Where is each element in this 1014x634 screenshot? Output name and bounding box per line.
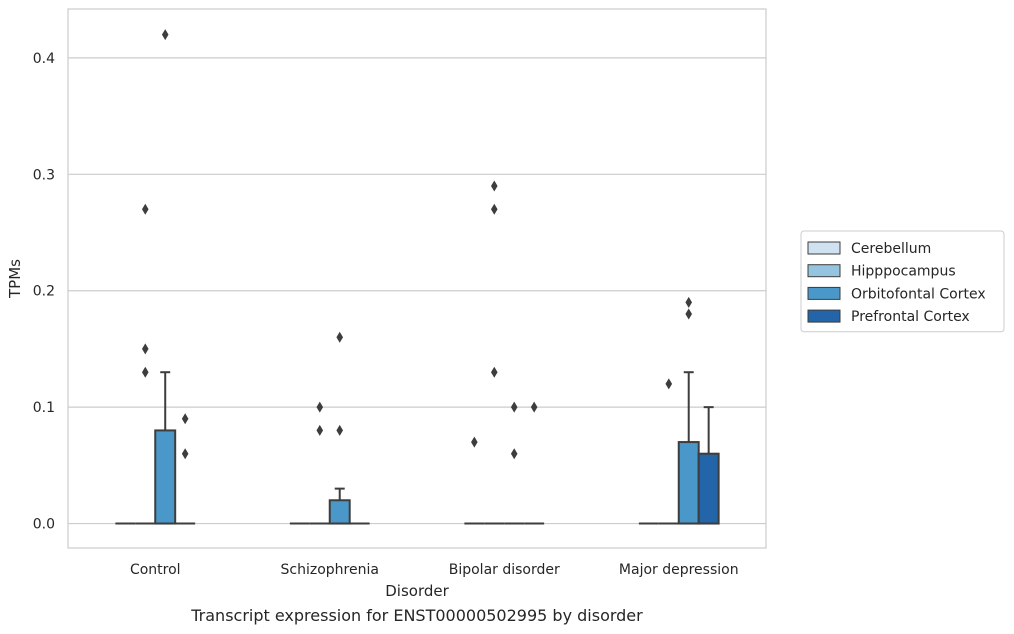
y-tick-label: 0.2 xyxy=(33,284,55,300)
box-hipppocampus xyxy=(658,378,679,525)
box-plot-chart: 0.0 0.1 0.2 0.3 0.4 Control Schizophrenia Bipo… xyxy=(6,8,1005,600)
box-hipppocampus xyxy=(309,401,330,525)
box-prefrontal-cortex xyxy=(175,413,196,525)
legend-swatch xyxy=(807,309,841,323)
legend-swatch xyxy=(807,264,841,278)
x-axis-label: Disorder xyxy=(385,582,449,600)
box-prefrontal-cortex xyxy=(524,401,545,525)
y-axis-ticks: 0.0 0.1 0.2 0.3 0.4 xyxy=(33,51,55,533)
outlier-point xyxy=(181,413,189,425)
box-prefrontal-cortex xyxy=(697,406,720,525)
outlier-point xyxy=(316,401,324,413)
outlier-point xyxy=(471,436,478,448)
y-tick-label: 0.0 xyxy=(33,517,55,533)
box-cerebellum xyxy=(464,436,485,525)
legend-label: Prefrontal Cortex xyxy=(851,309,970,325)
legend-item: Orbitofontal Cortex xyxy=(807,286,986,302)
box-iqr xyxy=(154,429,177,525)
box-iqr xyxy=(677,441,700,525)
box-orbitofontal-cortex xyxy=(328,331,351,525)
outlier-point xyxy=(685,296,693,308)
x-tick-label: Bipolar disorder xyxy=(449,562,560,578)
outlier-point xyxy=(141,366,149,378)
box-orbitofontal-cortex xyxy=(677,296,700,525)
legend: Cerebellum Hipppocampus Orbitofontal Corte… xyxy=(800,230,1005,333)
y-axis-label: TPMs xyxy=(6,259,24,299)
outlier-point xyxy=(510,401,518,413)
legend-item: Hipppocampus xyxy=(807,264,956,280)
outlier-point xyxy=(141,203,149,215)
x-tick-label: Schizophrenia xyxy=(281,562,379,578)
legend-label: Hipppocampus xyxy=(851,264,956,280)
box-hipppocampus xyxy=(484,180,505,525)
x-tick-label: Major depression xyxy=(619,562,739,578)
legend-frame xyxy=(800,230,1005,333)
y-tick-label: 0.4 xyxy=(33,51,55,67)
outlier-point xyxy=(530,401,538,413)
x-axis-ticks: Control Schizophrenia Bipolar disorder Majo… xyxy=(130,562,739,578)
outlier-point xyxy=(336,331,344,343)
boxes xyxy=(115,29,720,525)
figure-caption: Transcript expression for ENST0000050299… xyxy=(191,606,643,625)
outlier-point xyxy=(665,378,673,390)
legend-swatch xyxy=(807,286,841,300)
outlier-point xyxy=(141,343,149,355)
outlier-point xyxy=(181,448,189,460)
legend-item: Prefrontal Cortex xyxy=(807,309,970,325)
outlier-point xyxy=(316,424,324,436)
legend-label: Cerebellum xyxy=(851,241,931,257)
box-iqr xyxy=(328,499,351,525)
y-tick-label: 0.3 xyxy=(33,167,55,183)
box-hipppocampus xyxy=(135,203,156,525)
legend-swatch xyxy=(807,241,841,255)
box-iqr xyxy=(697,452,720,525)
box-orbitofontal-cortex xyxy=(504,401,525,525)
outlier-point xyxy=(161,29,169,41)
outlier-point xyxy=(490,366,498,378)
outlier-point xyxy=(685,308,693,320)
outlier-point xyxy=(336,424,344,436)
legend-item: Cerebellum xyxy=(807,241,931,257)
legend-label: Orbitofontal Cortex xyxy=(851,286,986,302)
y-tick-label: 0.1 xyxy=(33,400,55,416)
box-orbitofontal-cortex xyxy=(154,29,177,525)
outlier-point xyxy=(490,180,498,192)
plot-frame xyxy=(67,8,767,549)
x-tick-label: Control xyxy=(130,562,181,578)
outlier-point xyxy=(490,203,498,215)
outlier-point xyxy=(510,448,518,460)
